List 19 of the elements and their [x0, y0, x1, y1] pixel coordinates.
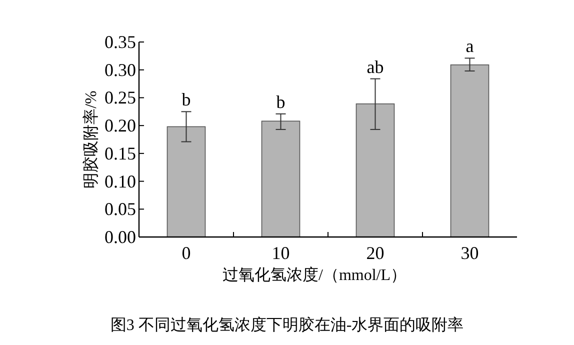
ytick: 0.20 — [104, 116, 136, 136]
annotation: b — [182, 90, 191, 110]
annotation: a — [466, 36, 474, 56]
annotation: ab — [366, 56, 384, 77]
xlabel: 过氧化氢浓度/（mmol/L） — [222, 267, 406, 284]
caption: 图3 不同过氧化氢浓度下明胶在油-水界面的吸附率 — [110, 317, 464, 334]
ytick: 0.05 — [104, 199, 136, 220]
annotation: b — [276, 92, 286, 112]
ytick: 0.25 — [104, 88, 136, 108]
xtick: 0 — [182, 243, 191, 263]
ytick: 0.00 — [104, 227, 136, 247]
xtick: 30 — [460, 243, 479, 263]
xtick: 10 — [272, 243, 290, 263]
ylabel: 明胶吸附率/% — [83, 90, 100, 188]
ytick: 0.30 — [104, 60, 136, 80]
ytick: 0.15 — [104, 143, 136, 164]
ytick: 0.10 — [104, 171, 136, 192]
ytick: 0.35 — [104, 32, 136, 52]
xtick: 20 — [366, 243, 384, 263]
